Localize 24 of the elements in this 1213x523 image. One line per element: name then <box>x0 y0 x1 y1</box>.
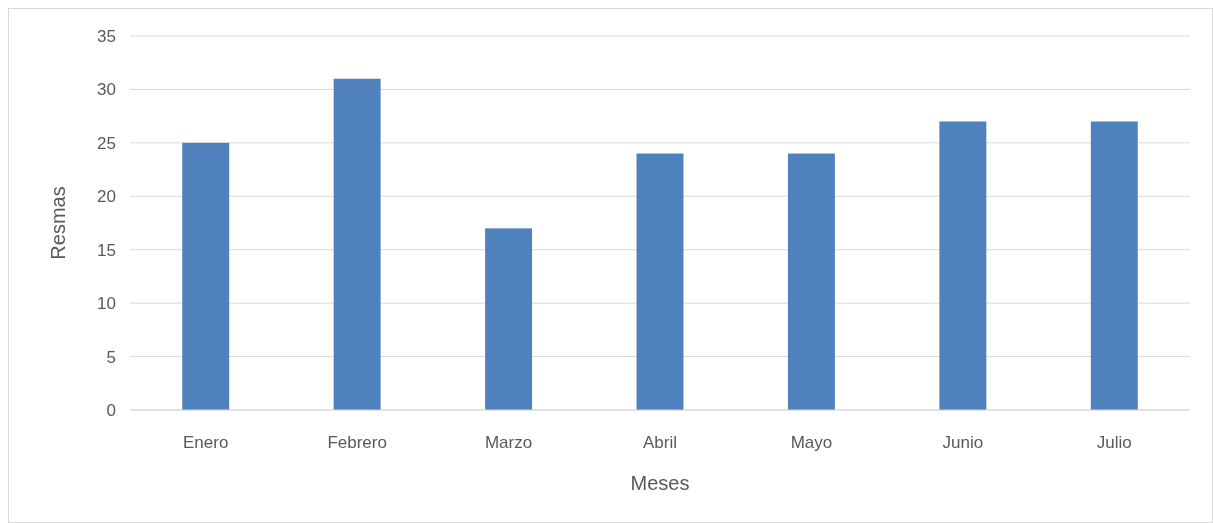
y-tick-label: 30 <box>97 80 116 100</box>
y-tick-label: 0 <box>106 400 116 420</box>
y-tick-label: 5 <box>106 347 116 367</box>
bar <box>787 153 835 410</box>
bar <box>182 142 230 410</box>
x-tick-label: Abril <box>642 433 678 452</box>
bar <box>939 121 987 410</box>
x-tick-label: Mayo <box>790 433 833 452</box>
x-tick-label: Febrero <box>327 433 387 452</box>
x-tick-label: Marzo <box>484 433 533 452</box>
bar <box>1090 121 1138 410</box>
y-tick-label: 10 <box>97 294 116 314</box>
y-axis-title: Resmas <box>47 186 69 260</box>
y-tick-label: 25 <box>97 133 116 153</box>
bar <box>333 78 381 410</box>
y-tick-label: 35 <box>97 26 116 46</box>
x-tick-label: Julio <box>1096 433 1132 452</box>
y-tick-label: 15 <box>97 240 116 260</box>
bar <box>485 228 533 410</box>
x-tick-label: Junio <box>942 433 984 452</box>
x-axis-title: Meses <box>630 472 690 494</box>
y-tick-label: 20 <box>97 187 116 207</box>
bar <box>636 153 684 410</box>
x-tick-label: Enero <box>183 433 229 452</box>
